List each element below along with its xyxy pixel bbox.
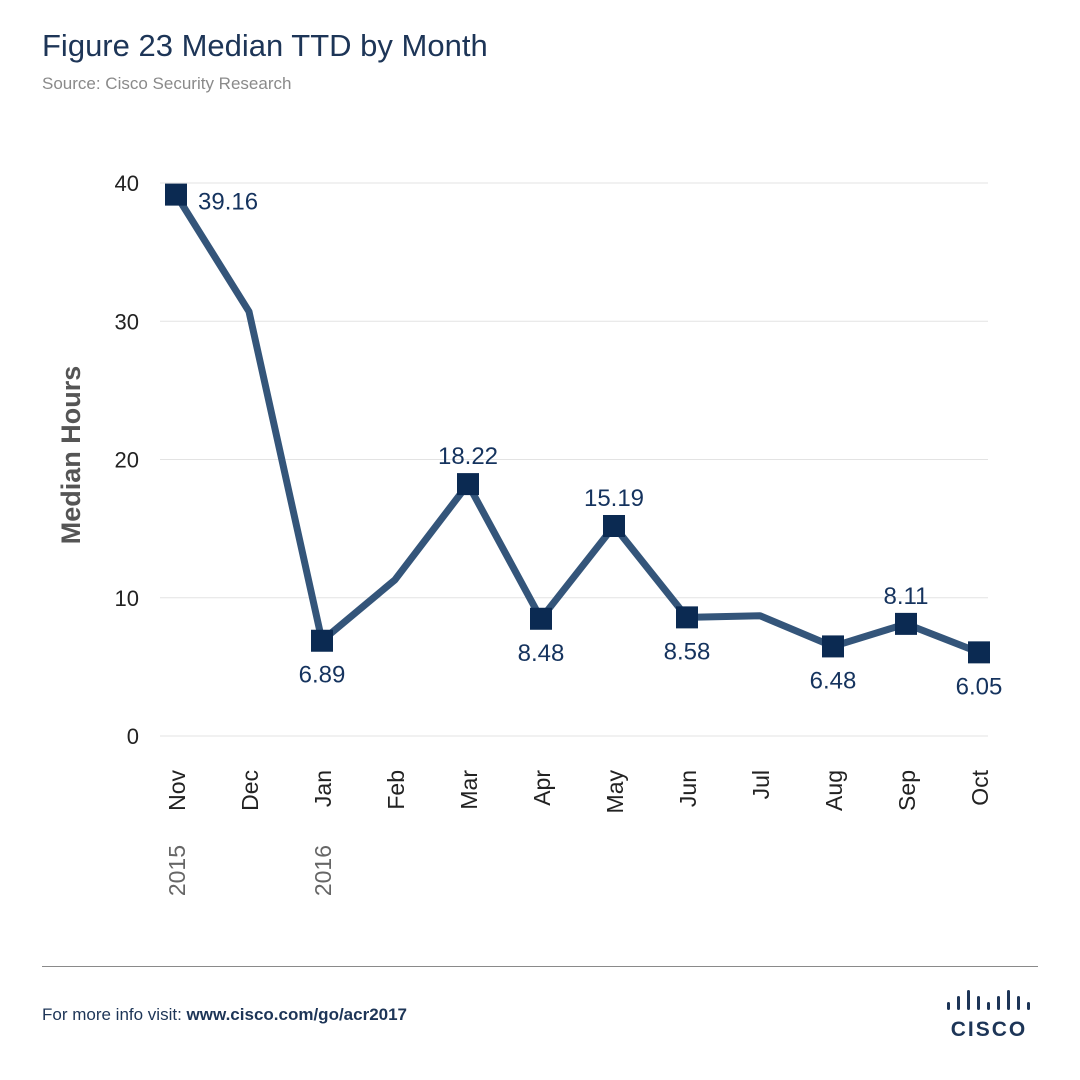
data-label: 39.16 [198, 189, 258, 216]
data-label: 8.48 [518, 640, 565, 667]
y-axis-label: Median Hours [56, 366, 86, 545]
data-label: 8.11 [884, 583, 929, 610]
y-tick-label: 20 [115, 448, 139, 473]
x-tick-label: Dec [237, 770, 263, 811]
chart-title: Figure 23 Median TTD by Month [42, 28, 488, 63]
chart-source: Source: Cisco Security Research [42, 74, 292, 93]
x-tick-label: Oct [967, 769, 993, 805]
data-point-marker [968, 641, 990, 664]
x-tick-label: Feb [383, 770, 409, 810]
x-tick-label: Sep [894, 770, 920, 811]
data-point-marker [311, 629, 333, 652]
x-tick-label: Nov [164, 770, 190, 811]
year-label: 2015 [164, 845, 190, 896]
y-tick-label: 10 [115, 586, 139, 611]
footer-text: For more info visit: www.cisco.com/go/ac… [42, 1005, 407, 1025]
data-point-marker [676, 606, 698, 629]
data-label: 6.48 [810, 667, 857, 694]
data-point-marker [457, 473, 479, 496]
cisco-bars-icon [947, 990, 1030, 1010]
data-point-marker [895, 612, 917, 635]
data-label: 18.22 [438, 443, 498, 470]
data-point-marker [530, 607, 552, 630]
x-tick-label: Apr [529, 770, 555, 806]
data-label: 8.58 [664, 638, 711, 665]
data-label: 6.05 [956, 673, 1003, 700]
y-tick-label: 40 [115, 171, 139, 196]
y-tick-label: 30 [115, 309, 139, 334]
footer-link[interactable]: www.cisco.com/go/acr2017 [186, 1005, 408, 1024]
data-point-marker [822, 635, 844, 658]
line-chart: 0 10 20 30 40 Median Hours Nov Dec Jan Feb Mar Apr M… [56, 171, 1003, 896]
series-line [173, 192, 981, 656]
year-label: 2016 [310, 845, 336, 896]
footer-divider [42, 966, 1038, 967]
footer-prefix: For more info visit: [42, 1005, 187, 1024]
data-point-marker [165, 183, 187, 206]
x-tick-label: Mar [456, 770, 482, 810]
data-label: 15.19 [584, 485, 644, 512]
cisco-wordmark: CISCO [951, 1018, 1028, 1040]
y-tick-label: 0 [127, 724, 139, 749]
x-tick-label: Jun [675, 770, 701, 807]
cisco-logo: CISCO [947, 990, 1030, 1040]
data-label: 6.89 [299, 662, 346, 689]
x-tick-label: Jan [310, 770, 336, 807]
x-tick-label: Aug [821, 770, 847, 811]
data-point-marker [603, 514, 625, 537]
x-tick-label: May [602, 770, 628, 814]
x-tick-label: Jul [748, 770, 774, 799]
